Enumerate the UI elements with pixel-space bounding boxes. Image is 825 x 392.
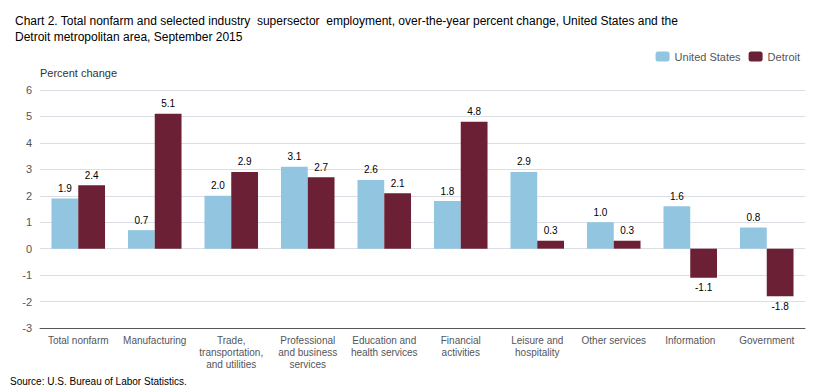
svg-text:Total nonfarm: Total nonfarm: [48, 335, 109, 346]
svg-text:2.1: 2.1: [391, 178, 405, 189]
svg-text:2: 2: [26, 190, 32, 202]
svg-text:hospitality: hospitality: [515, 347, 559, 358]
svg-text:-2: -2: [22, 296, 32, 308]
svg-text:0.3: 0.3: [620, 225, 634, 236]
svg-text:2.9: 2.9: [238, 156, 252, 167]
svg-text:Other services: Other services: [582, 335, 646, 346]
svg-text:-1.8: -1.8: [772, 301, 790, 312]
svg-text:1.6: 1.6: [670, 191, 684, 202]
svg-text:Information: Information: [665, 335, 715, 346]
svg-text:Source: U.S. Bureau of Labor S: Source: U.S. Bureau of Labor Statistics.: [10, 376, 187, 387]
svg-text:1.9: 1.9: [58, 183, 72, 194]
svg-text:1: 1: [26, 216, 32, 228]
svg-text:2.4: 2.4: [85, 170, 99, 181]
svg-text:5: 5: [26, 110, 32, 122]
svg-text:health services: health services: [351, 347, 418, 358]
svg-text:2.9: 2.9: [517, 156, 531, 167]
svg-text:2.7: 2.7: [314, 162, 328, 173]
svg-text:services: services: [289, 359, 326, 370]
svg-text:4: 4: [26, 137, 32, 149]
svg-text:Leisure and: Leisure and: [511, 335, 563, 346]
svg-text:-3: -3: [22, 322, 32, 334]
svg-text:activities: activities: [442, 347, 480, 358]
svg-text:-1: -1: [22, 269, 32, 281]
svg-text:and business: and business: [278, 347, 337, 358]
svg-text:United States: United States: [675, 51, 742, 63]
svg-text:0.7: 0.7: [134, 215, 148, 226]
svg-text:Percent change: Percent change: [40, 67, 117, 79]
svg-text:3.1: 3.1: [287, 151, 301, 162]
svg-text:-1.1: -1.1: [695, 282, 713, 293]
svg-text:Trade,: Trade,: [217, 335, 246, 346]
svg-text:0.3: 0.3: [544, 225, 558, 236]
svg-text:Government: Government: [739, 335, 794, 346]
svg-text:6: 6: [26, 84, 32, 96]
svg-text:and utilities: and utilities: [206, 359, 256, 370]
svg-text:Detroit metropolitan area, Sep: Detroit metropolitan area, September 201…: [15, 30, 243, 44]
svg-text:4.8: 4.8: [467, 106, 481, 117]
svg-text:0: 0: [26, 243, 32, 255]
svg-text:1.0: 1.0: [593, 207, 607, 218]
svg-text:Chart 2. Total nonfarm and sel: Chart 2. Total nonfarm and selected indu…: [15, 14, 678, 28]
svg-text:Detroit: Detroit: [768, 51, 800, 63]
svg-text:transportation,: transportation,: [199, 347, 263, 358]
svg-text:0.8: 0.8: [746, 212, 760, 223]
svg-text:2.6: 2.6: [364, 164, 378, 175]
svg-text:2.0: 2.0: [211, 180, 225, 191]
svg-text:Manufacturing: Manufacturing: [123, 335, 186, 346]
svg-text:3: 3: [26, 163, 32, 175]
svg-text:Professional: Professional: [280, 335, 335, 346]
svg-text:1.8: 1.8: [440, 186, 454, 197]
svg-text:5.1: 5.1: [161, 98, 175, 109]
svg-text:Education and: Education and: [352, 335, 416, 346]
svg-text:Financial: Financial: [441, 335, 481, 346]
